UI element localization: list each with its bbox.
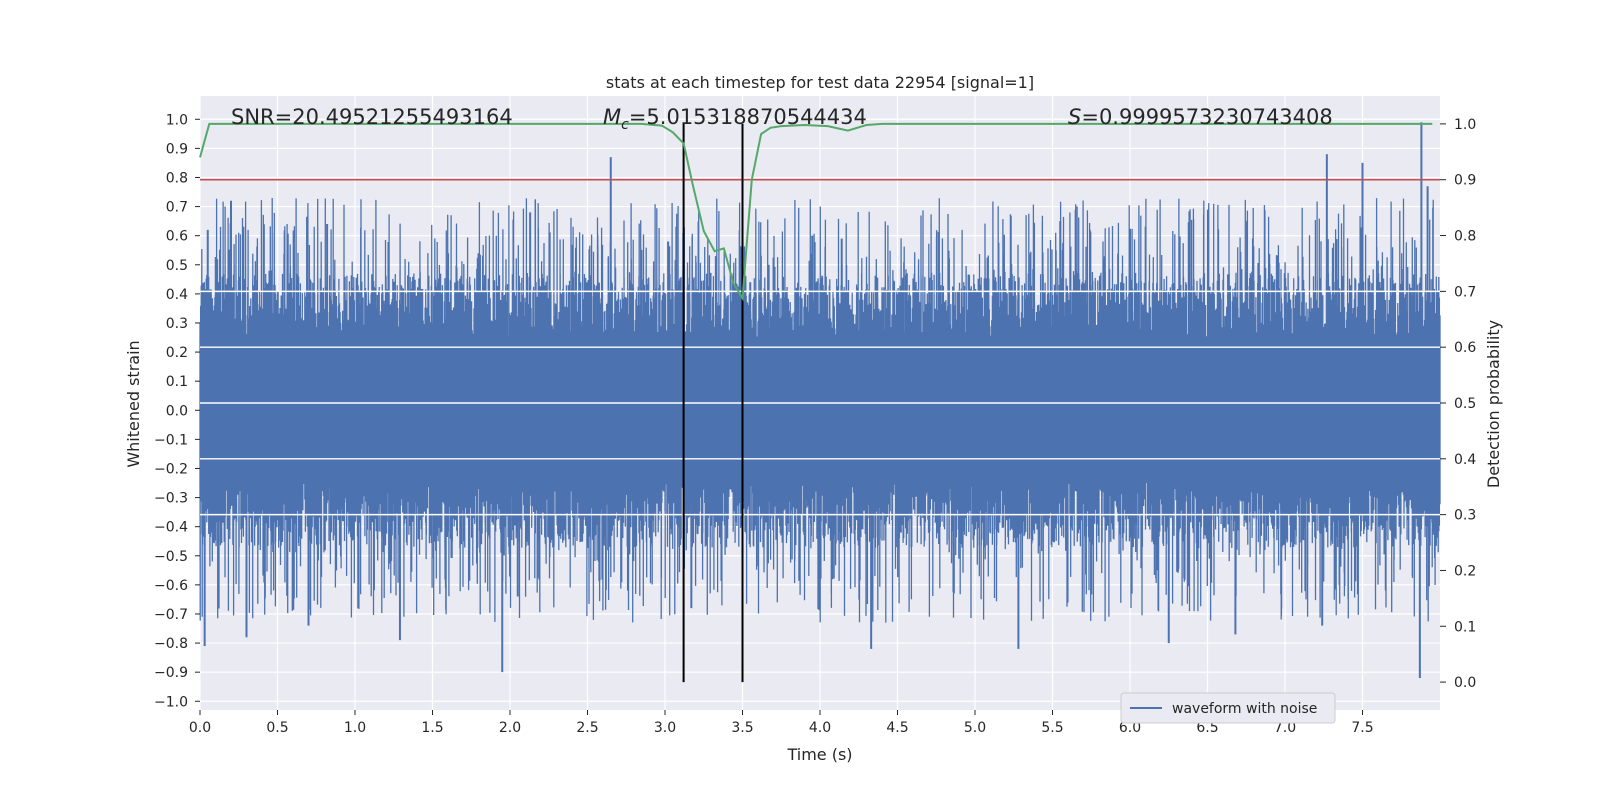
y-tick-label: 0.7 (166, 200, 188, 216)
x-tick-label: 0.0 (189, 720, 211, 736)
x-tick-label: 4.5 (886, 720, 908, 736)
y-tick-label: 0.0 (166, 403, 188, 419)
y-tick-label: 0.3 (166, 316, 188, 332)
x-tick-label: 1.5 (421, 720, 443, 736)
y2-tick-label: 0.7 (1454, 284, 1476, 300)
s-annotation: S=0.9999573230743408 (1068, 105, 1333, 129)
x-tick-label: 7.0 (1274, 720, 1296, 736)
y-tick-label: −0.4 (154, 520, 188, 536)
y-tick-label: −0.7 (154, 607, 188, 623)
x-tick-label: 4.0 (809, 720, 831, 736)
x-tick-label: 6.5 (1196, 720, 1218, 736)
y2-tick-label: 0.1 (1454, 619, 1476, 635)
y2-tick-label: 0.0 (1454, 675, 1476, 691)
x-tick-label: 5.5 (1041, 720, 1063, 736)
y-tick-label: 0.4 (166, 287, 188, 303)
y-tick-label: −1.0 (154, 694, 188, 710)
detection-probability-line (199, 122, 1433, 302)
legend: waveform with noise (1120, 692, 1336, 724)
x-tick-label: 7.5 (1351, 720, 1373, 736)
x-tick-label: 1.0 (344, 720, 366, 736)
y2-tick-label: 0.8 (1454, 229, 1476, 245)
y-tick-label: 0.5 (166, 258, 188, 274)
y2-axis-label: Detection probability (1484, 320, 1503, 488)
y-tick-label: 0.2 (166, 345, 188, 361)
y2-tick-label: 0.6 (1454, 340, 1476, 356)
x-tick-label: 6.0 (1119, 720, 1141, 736)
y2-tick-label: 0.2 (1454, 563, 1476, 579)
y-tick-label: 0.8 (166, 170, 188, 186)
y-tick-label: 0.9 (166, 141, 188, 157)
y-tick-label: −0.5 (154, 549, 188, 565)
y-axis-label: Whitened strain (124, 340, 143, 467)
overlay: SNR=20.49521255493164 Mc=5.01531887054443… (199, 105, 1440, 683)
x-tick-label: 2.0 (499, 720, 521, 736)
y2-tick-label: 0.9 (1454, 173, 1476, 189)
y2-tick-label: 0.3 (1454, 508, 1476, 524)
y2-tick-label: 1.0 (1454, 117, 1476, 133)
axes: 0.0 0.5 1.0 1.5 2.0 2.5 3.0 3.5 4.0 4.5 5.0 5.5 6.0 6… (154, 112, 1476, 736)
y2-tick-label: 0.5 (1454, 396, 1476, 412)
mc-annotation: Mc=5.015318870544434 (603, 105, 867, 133)
legend-box (1120, 692, 1336, 724)
x-tick-label: 0.5 (266, 720, 288, 736)
legend-label: waveform with noise (1172, 701, 1317, 717)
y-tick-label: −0.8 (154, 636, 188, 652)
y-tick-label: 1.0 (166, 112, 188, 128)
y-tick-label: −0.1 (154, 432, 188, 448)
y-tick-label: 0.1 (166, 374, 188, 390)
x-axis-label: Time (s) (786, 745, 852, 764)
y-tick-label: −0.9 (154, 665, 188, 681)
chart-title: stats at each timestep for test data 229… (606, 73, 1034, 92)
y2-tick-label: 0.4 (1454, 452, 1476, 468)
y-tick-label: 0.6 (166, 229, 188, 245)
snr-annotation: SNR=20.49521255493164 (231, 105, 513, 129)
x-tick-label: 3.0 (654, 720, 676, 736)
y-tick-label: −0.3 (154, 491, 188, 507)
y-tick-label: −0.2 (154, 461, 188, 477)
x-tick-label: 5.0 (964, 720, 986, 736)
y-tick-label: −0.6 (154, 578, 188, 594)
x-tick-label: 3.5 (731, 720, 753, 736)
x-tick-label: 2.5 (576, 720, 598, 736)
